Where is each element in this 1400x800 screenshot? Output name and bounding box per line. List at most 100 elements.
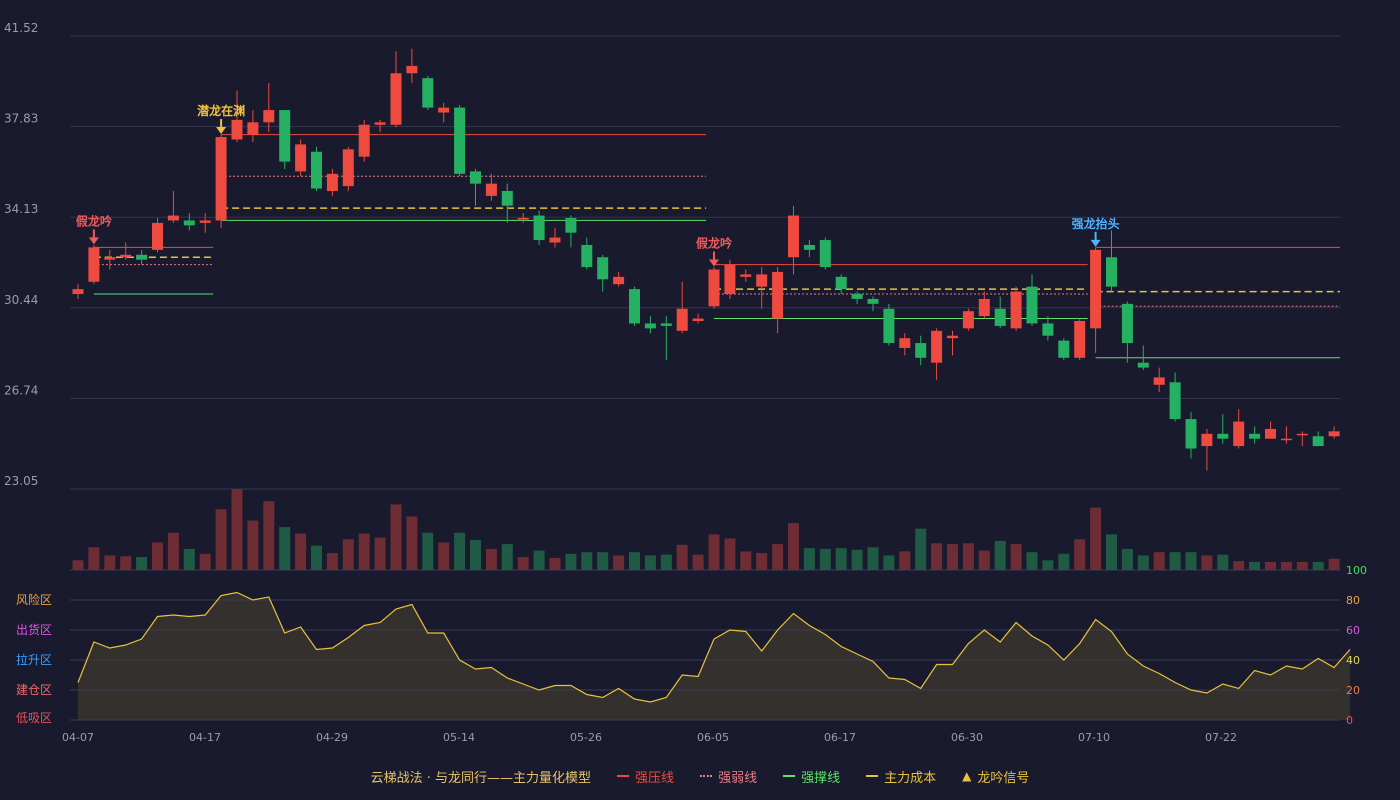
candle-body	[406, 65, 418, 74]
indicator-tick-label: 40	[1346, 654, 1360, 667]
candle-body	[533, 215, 545, 241]
zone-label: 风险区	[16, 592, 52, 607]
candle-body	[1265, 428, 1276, 439]
legend-item-support: 强撑线	[783, 767, 840, 786]
volume-bar	[788, 523, 799, 570]
volume-bar	[1026, 552, 1038, 570]
candle-body	[120, 254, 132, 258]
volume-bar	[374, 537, 386, 570]
volume-bar	[326, 552, 338, 570]
candle-body	[947, 335, 958, 339]
volume-bar	[994, 540, 1006, 570]
signal-arrow-head	[88, 237, 99, 245]
candle-body	[1169, 382, 1181, 420]
volume-bar	[311, 545, 322, 570]
zone-label: 出货区	[16, 622, 52, 637]
candle-body	[1217, 433, 1229, 439]
candle-body	[470, 171, 481, 184]
signal-label: 强龙抬头	[1072, 216, 1120, 231]
volume-bar	[629, 552, 640, 570]
volume-bar	[803, 548, 815, 570]
x-tick-label: 07-10	[1078, 731, 1110, 744]
volume-bar	[549, 557, 561, 570]
candle-body	[819, 240, 831, 268]
volume-bar	[899, 551, 911, 570]
candle-body	[867, 298, 879, 304]
candle-body	[215, 137, 227, 221]
candle-body	[1233, 421, 1245, 447]
candle-body	[390, 73, 402, 125]
zone-label: 建仓区	[16, 683, 52, 697]
candle-body	[1106, 257, 1117, 287]
zone-label: 低吸区	[16, 711, 52, 725]
triangle-icon: ▲	[962, 769, 972, 783]
legend-label-weak: 强弱线	[718, 770, 758, 786]
volume-bar	[215, 509, 227, 570]
candle-body	[915, 343, 927, 358]
volume-bar	[470, 540, 481, 570]
candle-body	[629, 289, 640, 324]
volume-bar	[1217, 554, 1229, 570]
candle-body	[422, 78, 434, 108]
indicator-tick-label: 60	[1346, 624, 1360, 637]
volume-bar	[915, 528, 927, 570]
volume-bar	[1106, 534, 1117, 570]
candle-body	[1153, 377, 1165, 385]
candle-body	[692, 318, 704, 321]
candle-body	[438, 107, 450, 113]
candle-body	[851, 294, 863, 299]
x-tick-label: 05-14	[443, 731, 475, 744]
candle-body	[1026, 286, 1038, 324]
volume-bar	[279, 527, 291, 570]
volume-bar	[597, 552, 609, 570]
candle-body	[597, 257, 609, 280]
candle-body	[1010, 291, 1022, 329]
volume-bar	[835, 548, 847, 570]
volume-bar	[1121, 548, 1133, 570]
volume-bar	[422, 532, 434, 570]
volume-bar	[152, 542, 163, 570]
candle-body	[454, 107, 466, 174]
legend-item-cost: 主力成本	[866, 767, 936, 786]
candle-body	[279, 110, 291, 162]
candle-body	[136, 254, 148, 260]
signal-arrow-head	[216, 127, 227, 135]
volume-bar	[358, 533, 370, 570]
volume-bar	[517, 557, 529, 570]
legend-item-signal: ▲ 龙吟信号	[962, 767, 1029, 786]
candle-body	[247, 122, 259, 135]
volume-bar	[1280, 561, 1292, 570]
signal-label: 潜龙在渊	[197, 103, 245, 118]
x-tick-label: 04-29	[316, 731, 348, 744]
candle-body	[708, 269, 720, 307]
candle-body	[374, 122, 386, 125]
signal-label: 假龙吟	[696, 235, 732, 250]
volume-bar	[1296, 561, 1308, 570]
volume-bar	[1328, 558, 1340, 570]
candle-body	[104, 257, 116, 260]
candle-body	[517, 217, 529, 220]
volume-bar	[947, 544, 958, 570]
volume-bar	[390, 504, 402, 570]
volume-bar	[819, 548, 831, 570]
candle-body	[1312, 436, 1324, 447]
volume-bar	[660, 554, 672, 570]
candle-body	[183, 220, 195, 226]
candle-body	[231, 119, 243, 140]
volume-bar	[1137, 555, 1149, 570]
x-tick-label: 04-07	[62, 731, 94, 744]
volume-bar	[533, 550, 545, 570]
x-tick-label: 06-30	[951, 731, 983, 744]
volume-bar	[581, 552, 593, 570]
volume-bar	[104, 555, 116, 570]
candle-body	[1058, 340, 1070, 358]
volume-bar	[406, 516, 418, 570]
candle-body	[263, 110, 275, 123]
volume-bar	[1265, 561, 1276, 570]
candle-body	[660, 323, 672, 326]
candle-body	[978, 298, 990, 317]
volume-bar	[740, 551, 752, 570]
volume-bar	[1249, 561, 1261, 570]
volume-bar	[931, 543, 943, 570]
volume-bar	[708, 534, 720, 570]
